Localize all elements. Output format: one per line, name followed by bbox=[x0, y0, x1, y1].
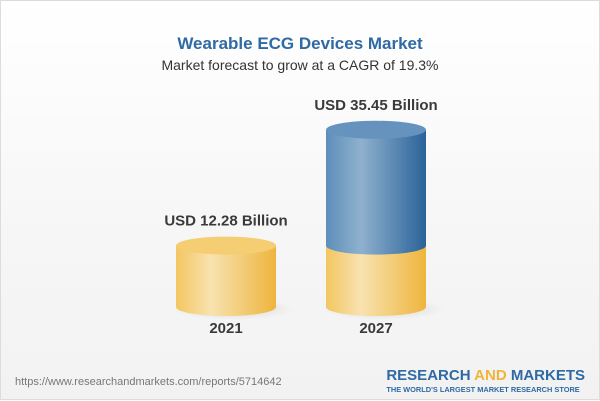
bar-growth-segment bbox=[326, 129, 426, 255]
bar-top bbox=[176, 236, 276, 255]
data-label: USD 35.45 Billion bbox=[314, 97, 437, 114]
x-tick-label: 2027 bbox=[359, 320, 392, 337]
bar-base-segment bbox=[176, 245, 276, 316]
logo-word: RESEARCH bbox=[386, 367, 471, 384]
chart-title: Wearable ECG Devices Market bbox=[177, 34, 423, 53]
logo-word: AND bbox=[474, 367, 507, 384]
logo-tagline: THE WORLD'S LARGEST MARKET RESEARCH STOR… bbox=[386, 385, 580, 394]
bar-2027: USD 35.45 Billion 2027 bbox=[314, 97, 446, 337]
bar-base-segment bbox=[326, 245, 426, 316]
bar-2021: USD 12.28 Billion 2021 bbox=[164, 213, 296, 337]
logo-word: MARKETS bbox=[510, 367, 585, 384]
data-label: USD 12.28 Billion bbox=[164, 213, 287, 230]
report-url[interactable]: https://www.researchandmarkets.com/repor… bbox=[15, 376, 282, 388]
bar-top bbox=[326, 120, 426, 139]
chart-subtitle: Market forecast to grow at a CAGR of 19.… bbox=[161, 57, 439, 73]
research-and-markets-logo: RESEARCH AND MARKETS THE WORLD'S LARGEST… bbox=[386, 367, 585, 394]
x-tick-label: 2021 bbox=[209, 320, 242, 337]
